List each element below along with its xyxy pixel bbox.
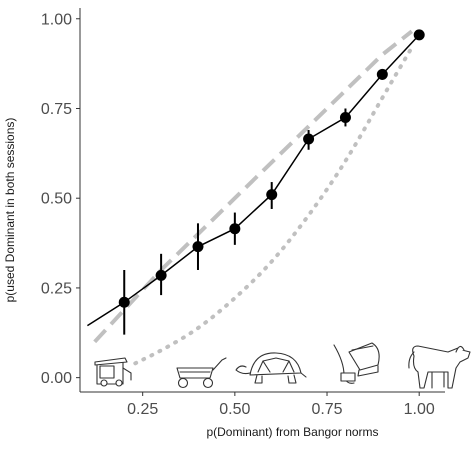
data-point <box>413 29 425 41</box>
reference-dotted-curve <box>133 45 414 366</box>
y-tick-label: 1.00 <box>41 11 72 28</box>
x-axis-title: p(Dominant) from Bangor norms <box>206 425 378 439</box>
data-point <box>155 269 167 281</box>
y-tick-label: 0.25 <box>41 280 72 297</box>
y-axis-title: p(used Dominant in both sessions) <box>3 118 17 303</box>
turtle-icon <box>235 352 307 384</box>
item-pictures <box>94 342 471 389</box>
reference-dashed-line <box>93 29 414 344</box>
data-point <box>229 223 241 235</box>
iron-icon <box>333 342 380 384</box>
y-tick-label: 0.00 <box>41 370 72 387</box>
data-point <box>303 133 315 145</box>
x-tick-label: 1.00 <box>404 401 435 418</box>
data-point <box>339 111 351 123</box>
trash-can-icon <box>94 357 132 387</box>
data-point <box>192 241 204 253</box>
data-point <box>266 189 278 201</box>
data-point <box>118 296 130 308</box>
y-tick-label: 0.75 <box>41 101 72 118</box>
wagon-icon <box>176 357 227 389</box>
series-line <box>86 34 420 327</box>
y-axis-ticks: 0.00 0.25 0.50 0.75 1.00 <box>41 11 80 387</box>
dog-icon <box>408 345 471 389</box>
x-tick-label: 0.75 <box>311 401 342 418</box>
x-axis-ticks: 0.25 0.50 0.75 1.00 <box>127 392 435 418</box>
x-tick-label: 0.50 <box>219 401 250 418</box>
data-point <box>376 68 388 80</box>
y-tick-label: 0.50 <box>41 191 72 208</box>
x-tick-label: 0.25 <box>127 401 158 418</box>
